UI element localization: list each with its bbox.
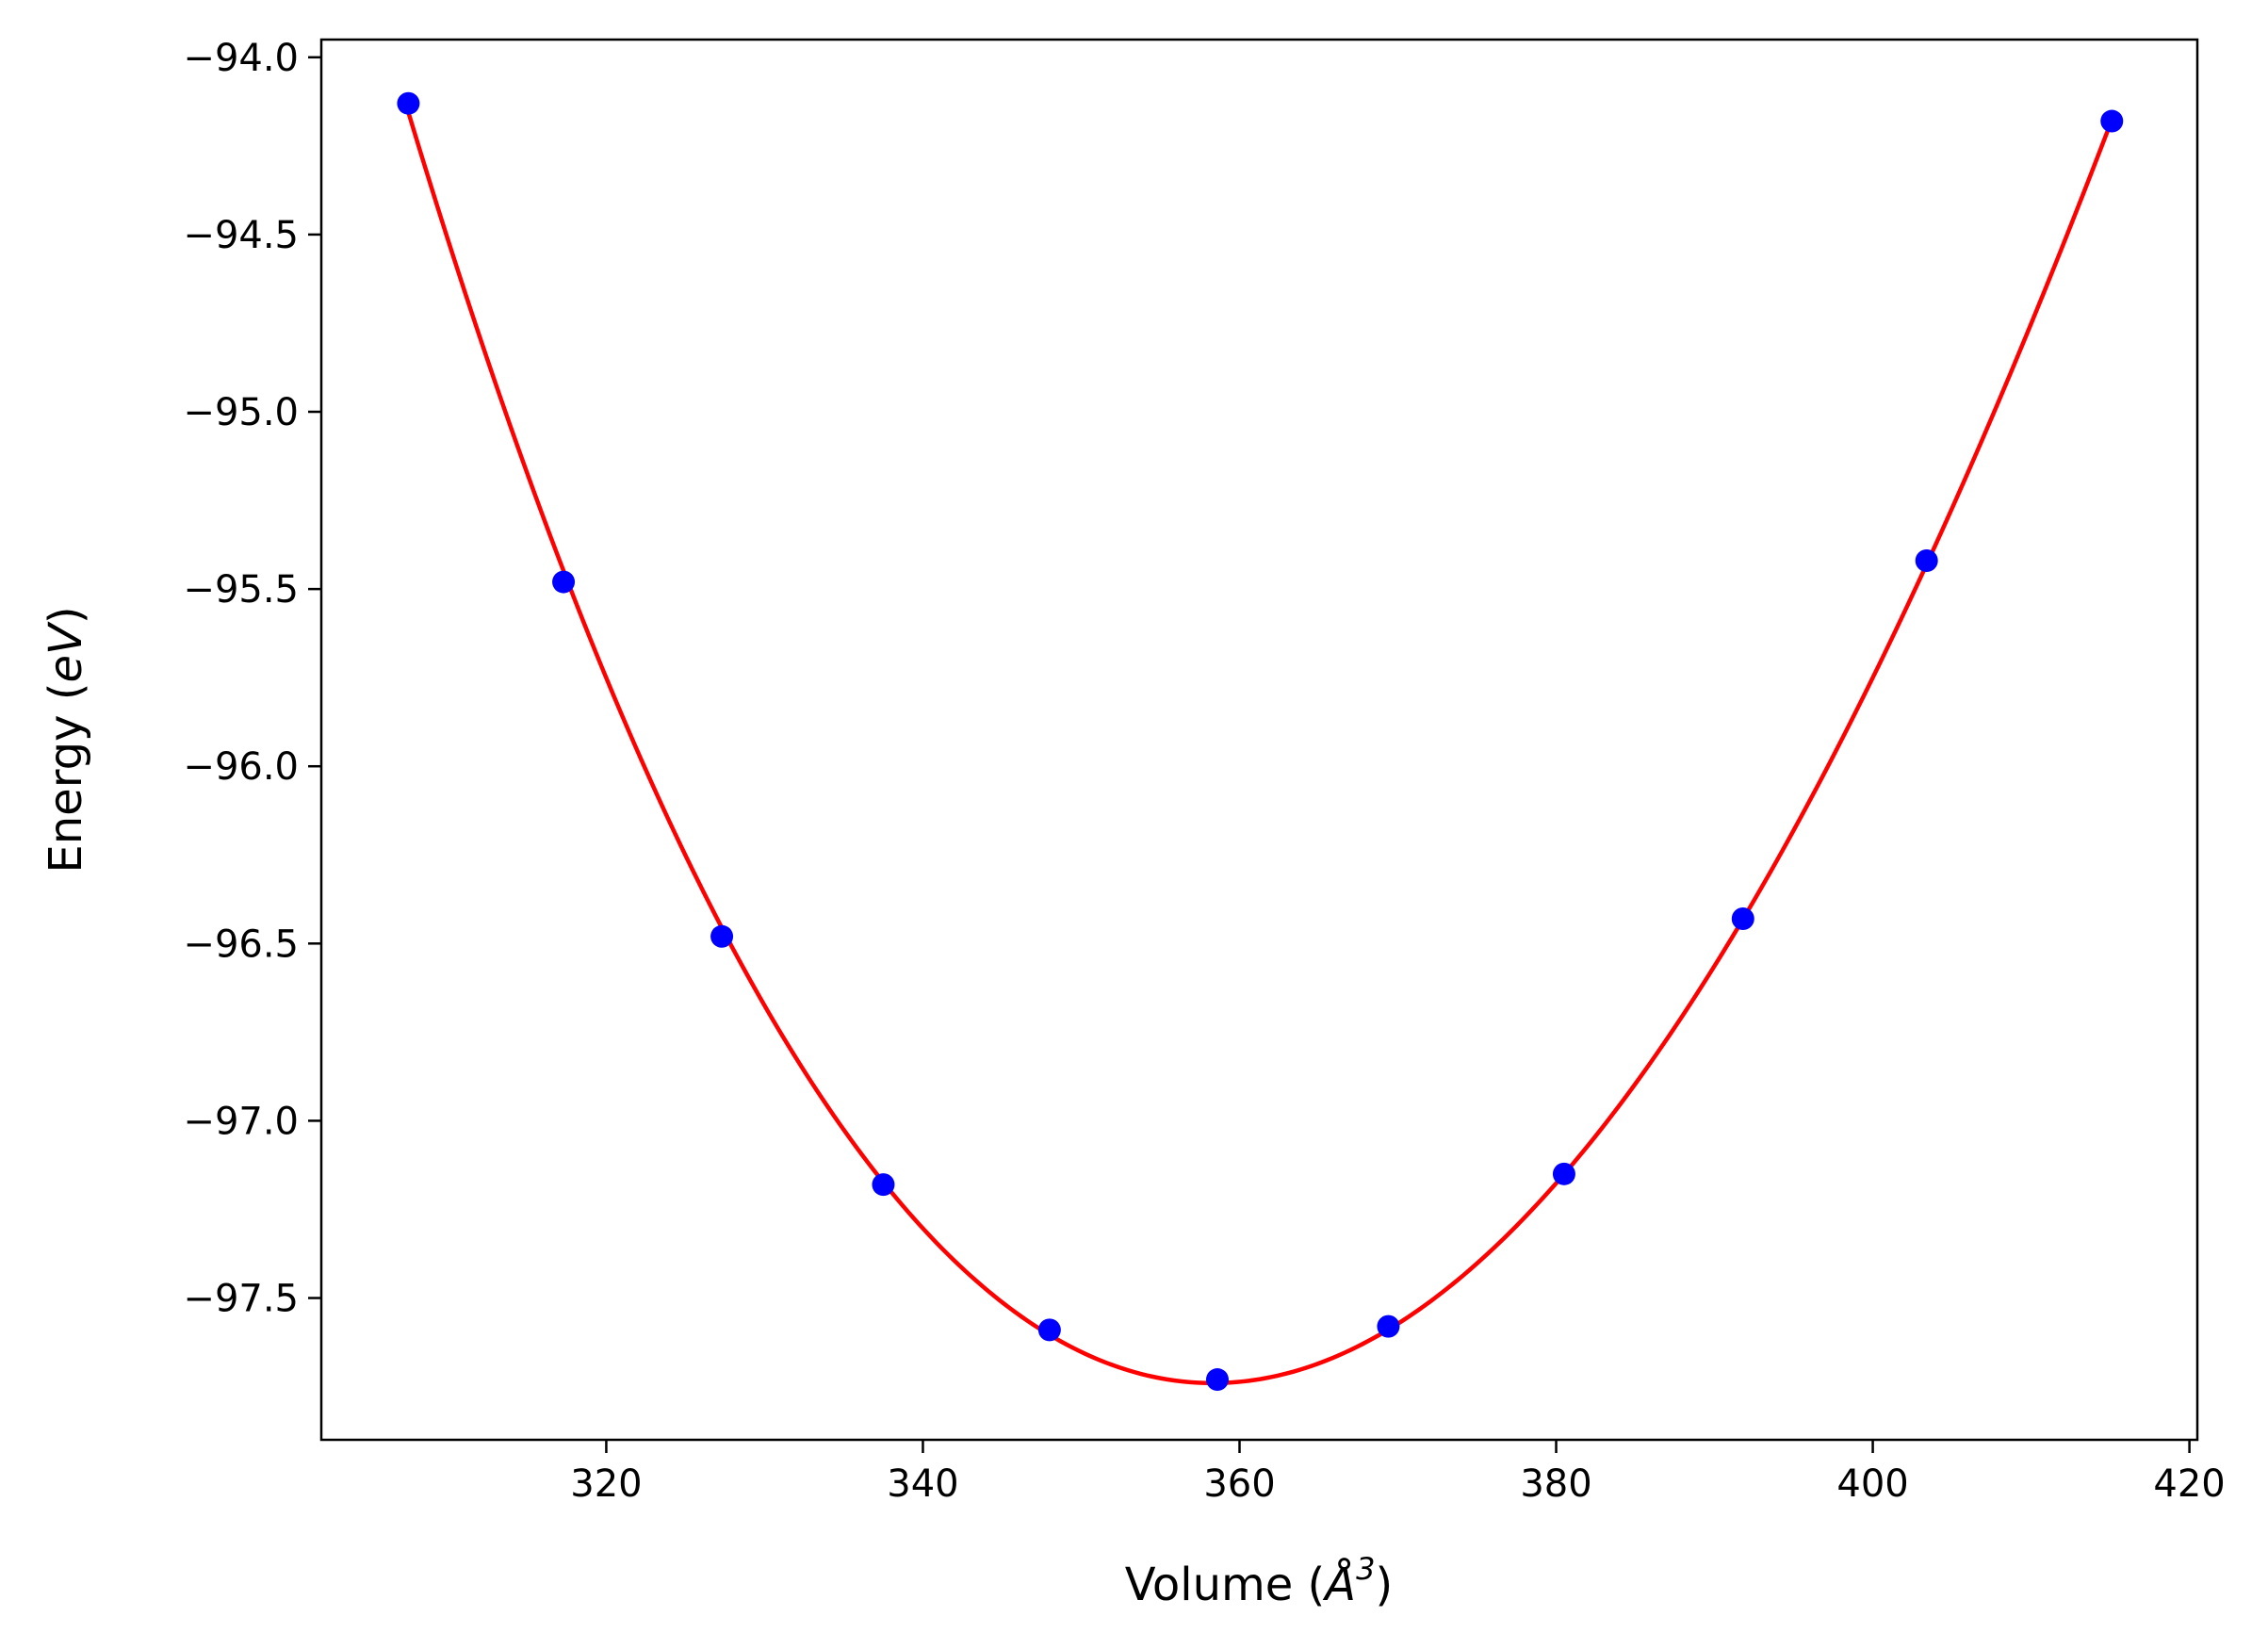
data-point [2100,109,2124,133]
x-tick-label: 320 [570,1462,642,1506]
y-axis-ticks: −94.0 −94.5 −95.0 −95.5 −96.0 −96.5 −97.0 −97.5 [183,37,321,1321]
x-tick-label: 420 [2153,1462,2225,1506]
y-tick-label: −95.5 [183,568,299,612]
x-axis-label-close: ) [1375,1559,1393,1611]
x-axis-label-symbol: Å [1322,1558,1356,1611]
data-point [1037,1318,1061,1342]
y-tick-label: −96.0 [183,745,299,789]
fit-curve [406,111,2114,1386]
y-tick-label: −94.5 [183,214,299,257]
x-axis-label-superscript: 3 [1356,1551,1375,1587]
data-point [1205,1368,1229,1392]
x-axis-label: Volume (Å3) [1125,1551,1393,1611]
data-point [1731,906,1754,930]
y-tick-label: −97.5 [183,1278,299,1321]
data-points-layer [397,91,2124,1392]
y-tick-label: −95.0 [183,391,299,434]
y-tick-label: −97.0 [183,1100,299,1143]
x-tick-label: 380 [1520,1462,1591,1506]
x-tick-label: 340 [887,1462,958,1506]
data-point [1915,549,1938,573]
y-axis-label-close: ) [40,606,92,624]
data-point [1377,1314,1400,1338]
data-point [1552,1162,1575,1185]
y-axis-label-unit: eV [40,621,92,683]
data-point [397,91,420,115]
data-point [710,924,734,948]
data-point [872,1173,895,1197]
fit-curve-layer [406,111,2114,1386]
plot-frame [319,38,2199,1442]
x-axis-ticks: 320 340 360 380 400 420 [570,1440,2226,1506]
x-tick-label: 400 [1836,1462,1908,1506]
y-tick-label: −94.0 [183,37,299,80]
data-point [552,570,576,594]
y-axis-label: Energy (eV) [40,606,92,873]
plot-area [321,40,2197,1440]
y-tick-label: −96.5 [183,922,299,966]
x-tick-label: 360 [1203,1462,1275,1506]
